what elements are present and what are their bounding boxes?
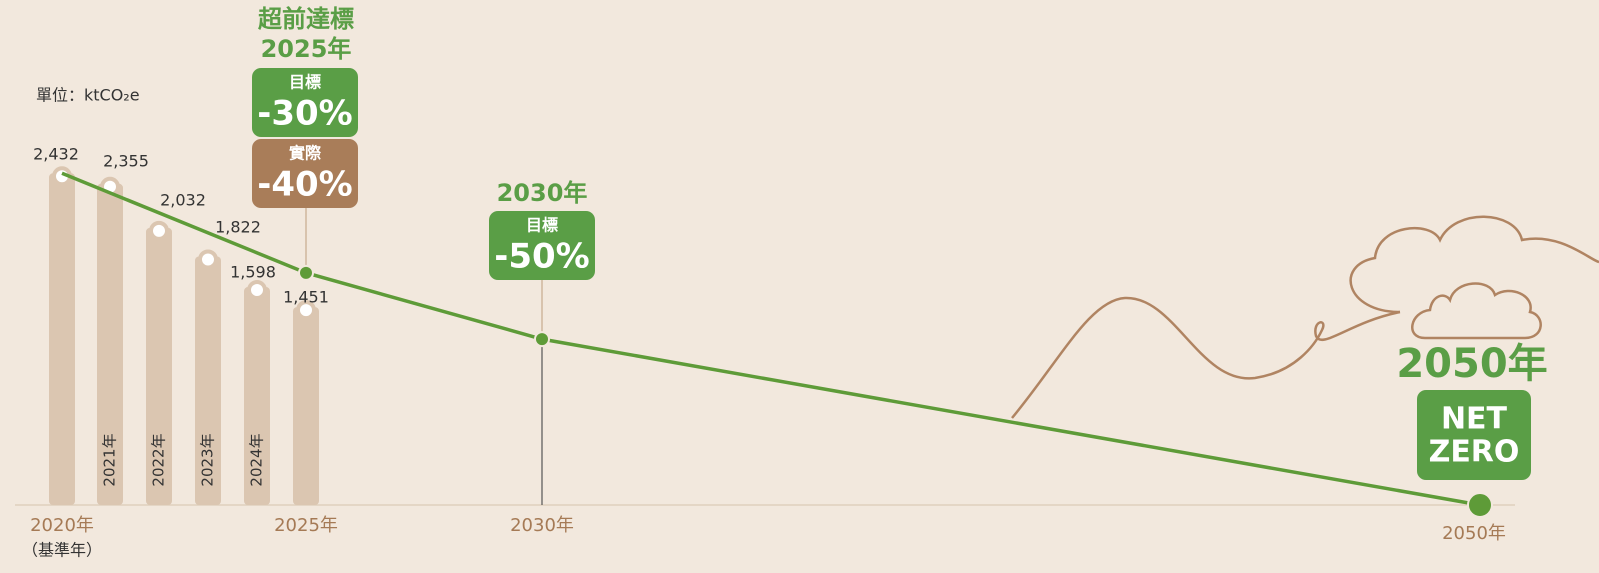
value-label: 2,432 <box>33 145 79 164</box>
bar <box>293 307 319 505</box>
category-label: 2024年 <box>248 433 266 486</box>
x-label: 2025年 <box>274 515 338 536</box>
callout-value: -40% <box>257 165 353 205</box>
bar-marker <box>151 223 167 239</box>
target-point <box>299 266 313 280</box>
x-label: 2050年 <box>1442 523 1506 544</box>
unit-label: 單位：ktCO₂e <box>36 86 140 105</box>
callout-label: 目標 <box>289 73 321 92</box>
value-label: 1,598 <box>230 263 276 282</box>
category-label: 2023年 <box>199 433 217 486</box>
category-label: 2022年 <box>150 433 168 486</box>
callout-value: ZERO <box>1429 435 1520 470</box>
baseline-note: （基準年） <box>22 541 102 560</box>
bar-marker <box>249 282 265 298</box>
callout-heading: 超前達標 <box>258 5 354 33</box>
background <box>0 0 1599 573</box>
category-label: 2021年 <box>101 433 119 486</box>
callout-year: 2050年 <box>1396 341 1547 387</box>
x-label: 2030年 <box>510 515 574 536</box>
callout-value: NET <box>1441 402 1508 437</box>
target-point <box>1468 493 1492 517</box>
target-point <box>535 332 549 346</box>
value-label: 1,451 <box>283 288 329 307</box>
callout-value: -30% <box>257 94 353 134</box>
value-label: 2,355 <box>103 152 149 171</box>
value-label: 2,032 <box>160 191 206 210</box>
callout-year: 2030年 <box>497 179 588 207</box>
chart: 單位：ktCO₂e 2,432 2,355 2021年 2,032 2022年 1,822… <box>0 0 1599 573</box>
page: 單位：ktCO₂e 2,432 2,355 2021年 2,032 2022年 1,822… <box>0 0 1599 573</box>
value-label: 1,822 <box>215 218 261 237</box>
callout-year: 2025年 <box>261 35 352 63</box>
callout-label: 實際 <box>289 144 322 163</box>
bar-marker <box>200 251 216 267</box>
callout-label: 目標 <box>526 216 558 235</box>
x-label: 2020年 <box>30 515 94 536</box>
bar <box>49 173 75 505</box>
callout-value: -50% <box>494 237 590 277</box>
